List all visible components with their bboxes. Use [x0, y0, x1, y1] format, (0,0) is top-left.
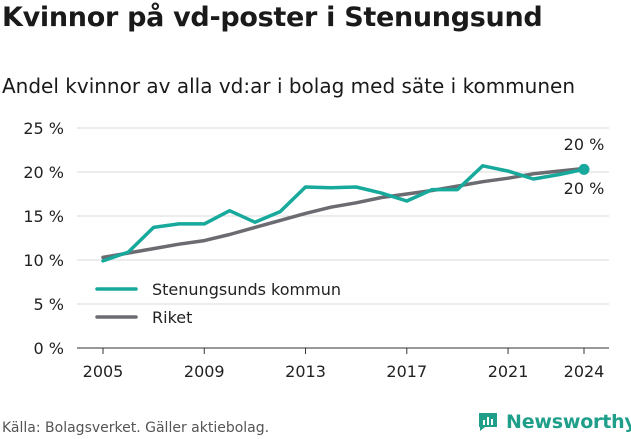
end-value-label-riket: 20 %	[564, 179, 605, 198]
x-tick-label: 2009	[184, 362, 225, 381]
x-tick-label: 2021	[488, 362, 529, 381]
source-note: Källa: Bolagsverket. Gäller aktiebolag.	[2, 420, 270, 436]
y-tick-label: 10 %	[23, 251, 64, 270]
chart-subtitle: Andel kvinnor av alla vd:ar i bolag med …	[2, 74, 575, 98]
newsworthy-logo-icon	[479, 413, 497, 431]
newsworthy-logo: Newsworthy	[476, 410, 631, 434]
legend-label: Riket	[152, 308, 192, 327]
y-tick-label: 25 %	[23, 119, 64, 138]
chart-title: Kvinnor på vd-poster i Stenungsund	[2, 2, 543, 33]
end-value-label-stenungsund: 20 %	[564, 135, 605, 154]
x-tick-label: 2017	[386, 362, 427, 381]
x-tick-label: 2005	[83, 362, 124, 381]
x-tick-label: 2013	[285, 362, 326, 381]
series-line-riket	[101, 166, 586, 260]
line-chart: 0 % 5 % 10 % 15 % 20 % 25 % 2005 2009 2013 2017 20…	[23, 119, 609, 381]
y-tick-label: 5 %	[34, 295, 64, 314]
y-tick-label: 0 %	[34, 339, 64, 358]
newsworthy-logo-text: Newsworthy	[506, 411, 631, 433]
series-line-stenungsund	[101, 164, 586, 263]
y-tick-label: 20 %	[23, 163, 64, 182]
end-point-marker	[578, 163, 590, 175]
legend-label: Stenungsunds kommun	[152, 280, 341, 299]
x-tick-label: 2024	[564, 362, 605, 381]
y-tick-label: 15 %	[23, 207, 64, 226]
